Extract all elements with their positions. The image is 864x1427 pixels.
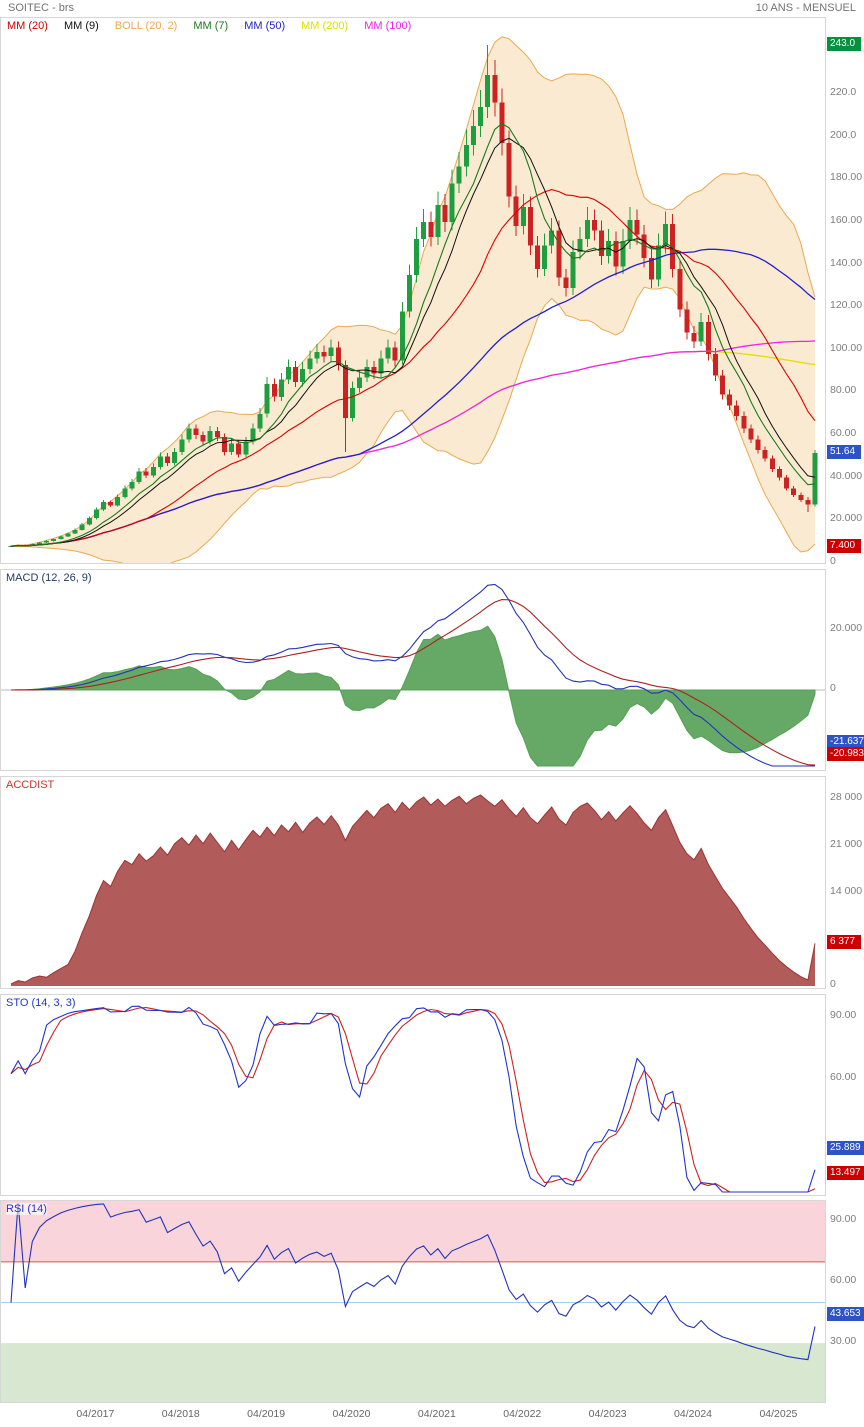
rsi-axis-tick: 30.00 (830, 1335, 857, 1348)
stochastic-panel[interactable]: STO (14, 3, 3) (0, 994, 826, 1196)
price-panel[interactable]: MM (20) MM (9) BOLL (20, 2) MM (7) MM (50) MM… (0, 17, 826, 564)
rsi-axis-tick: 90.00 (830, 1213, 857, 1226)
stochastic-chart-canvas[interactable] (1, 995, 825, 1195)
price-axis-tick: 60.00 (830, 427, 857, 440)
price-axis-tick: 140.00 (830, 256, 863, 269)
legend-item-mm20[interactable]: MM (20) (7, 20, 48, 32)
price-axis-tick: 20.000 (830, 512, 863, 525)
rsi-axis-tick: 60.00 (830, 1274, 857, 1287)
price-axis-tick: 220.0 (830, 86, 857, 99)
price-axis-tick: 100.00 (830, 341, 863, 354)
price-axis-tick: 160.00 (830, 213, 863, 226)
rsi-panel[interactable]: RSI (14) (0, 1200, 826, 1403)
accdist-axis-tick: 21 000 (830, 837, 863, 850)
legend-item-mm7[interactable]: MM (7) (193, 20, 229, 32)
sto-axis-tick: 90.00 (830, 1009, 857, 1022)
price-chart-canvas[interactable] (1, 18, 825, 563)
legend-item-mm50[interactable]: MM (50) (244, 20, 286, 32)
time-axis-label: 04/2022 (503, 1408, 542, 1420)
price-axis-tick: 200.0 (830, 128, 857, 141)
accdist-panel[interactable]: ACCDIST (0, 776, 826, 989)
period-low-badge: 7.400 (827, 539, 861, 554)
time-axis-label: 04/2019 (247, 1408, 286, 1420)
time-axis-label: 04/2023 (588, 1408, 627, 1420)
macd-axis-tick: -20.000 (830, 742, 864, 754)
time-axis-label: 04/2020 (332, 1408, 371, 1420)
price-axis-tick: 0 (830, 555, 836, 567)
price-axis-tick: 180.00 (830, 171, 863, 184)
indicator-legend: MM (20) MM (9) BOLL (20, 2) MM (7) MM (50) MM… (7, 20, 427, 32)
accdist-axis-tick: 28 000 (830, 791, 863, 803)
price-axis-tick: 120.00 (830, 299, 863, 312)
macd-panel[interactable]: MACD (12, 26, 9) (0, 569, 826, 771)
rsi-indicator-title[interactable]: RSI (14) (6, 1203, 47, 1215)
macd-indicator-title[interactable]: MACD (12, 26, 9) (6, 572, 92, 584)
accdist-indicator-title[interactable]: ACCDIST (6, 779, 55, 791)
legend-item-boll[interactable]: BOLL (20, 2) (114, 20, 178, 32)
price-axis-tick: 40.000 (830, 469, 863, 482)
last-price-badge: 51.64 (827, 444, 861, 459)
instrument-title: SOITEC - brs (8, 2, 75, 14)
rsi-chart-canvas[interactable] (1, 1201, 825, 1402)
macd-signal-badge: -20.983 (827, 746, 864, 761)
time-axis-label: 04/2018 (161, 1408, 200, 1420)
stochastic-indicator-title[interactable]: STO (14, 3, 3) (6, 997, 76, 1009)
macd-chart-canvas[interactable] (1, 570, 825, 770)
chart-header: SOITEC - brs 10 ANS - MENSUEL (0, 0, 864, 17)
timeframe-label: 10 ANS - MENSUEL (755, 2, 856, 14)
legend-item-mm9[interactable]: MM (9) (63, 20, 99, 32)
accdist-value-badge: 6 377 (827, 935, 861, 950)
time-axis-label: 04/2024 (674, 1408, 713, 1420)
macd-axis-tick: 20.000 (830, 622, 863, 634)
time-axis-label: 04/2021 (417, 1408, 456, 1420)
period-high-badge: 243.0 (827, 36, 861, 51)
legend-item-mm100[interactable]: MM (100) (364, 20, 412, 32)
rsi-value-badge: 43.653 (827, 1307, 864, 1322)
sto-k-badge: 25.889 (827, 1140, 864, 1155)
legend-item-mm200[interactable]: MM (200) (301, 20, 349, 32)
sto-axis-tick: 60.00 (830, 1070, 857, 1083)
time-axis-label: 04/2025 (759, 1408, 798, 1420)
accdist-axis-tick: 0 (830, 978, 836, 990)
macd-axis-tick: 0 (830, 682, 836, 694)
time-axis-label: 04/2017 (76, 1408, 115, 1420)
sto-d-badge: 13.497 (827, 1166, 864, 1181)
accdist-axis-tick: 14 000 (830, 884, 863, 897)
accdist-chart-canvas[interactable] (1, 777, 825, 988)
price-axis-tick: 80.00 (830, 384, 857, 397)
macd-value-badge: -21.637 (827, 734, 864, 749)
